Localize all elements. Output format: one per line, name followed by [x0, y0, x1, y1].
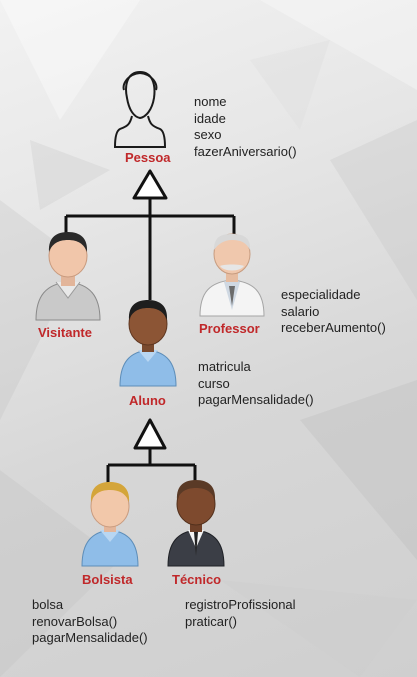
member-item: registroProfissional — [185, 597, 296, 612]
class-name-visitante: Visitante — [38, 325, 92, 340]
generalization-arrow-pessoa — [132, 169, 168, 200]
member-item: nome — [194, 94, 227, 109]
member-list-aluno: matricula curso pagarMensalidade() — [198, 359, 314, 409]
member-item: idade — [194, 110, 226, 126]
inheritance-connector-pessoa — [64, 198, 236, 300]
class-name-bolsista: Bolsista — [82, 572, 133, 587]
person-gray-shirt-icon — [35, 232, 101, 321]
member-item: pagarMensalidade() — [32, 630, 148, 645]
member-item: praticar() — [185, 613, 238, 629]
student-blue-shirt-icon — [119, 300, 177, 387]
member-item: renovarBolsa() — [32, 613, 118, 629]
member-item: especialidade — [281, 287, 361, 302]
elderly-man-lab-coat-icon — [199, 233, 265, 317]
class-name-professor: Professor — [199, 321, 260, 336]
class-name-tecnico: Técnico — [172, 572, 222, 587]
member-item: bolsa — [32, 597, 64, 612]
blond-student-blue-shirt-icon — [81, 482, 139, 567]
member-item: fazerAniversario() — [194, 143, 297, 159]
member-item: salario — [281, 303, 320, 319]
member-item: matricula — [198, 359, 251, 374]
member-item: receberAumento() — [281, 320, 386, 335]
inheritance-connector-aluno — [106, 448, 197, 487]
member-list-pessoa: nome idade sexo fazerAniversario() — [194, 94, 297, 160]
class-name-pessoa: Pessoa — [125, 150, 171, 165]
member-list-professor: especialidade salario receberAumento() — [281, 287, 386, 337]
member-list-tecnico: registroProfissional praticar() — [185, 597, 296, 630]
man-suit-tie-icon — [167, 480, 225, 567]
member-item: sexo — [194, 127, 222, 142]
class-name-aluno: Aluno — [129, 393, 166, 408]
member-list-bolsista: bolsa renovarBolsa() pagarMensalidade() — [32, 597, 148, 647]
member-item: pagarMensalidade() — [198, 392, 314, 407]
member-item: curso — [198, 375, 230, 391]
generalization-arrow-aluno — [133, 418, 167, 450]
person-outline-icon — [113, 70, 167, 148]
